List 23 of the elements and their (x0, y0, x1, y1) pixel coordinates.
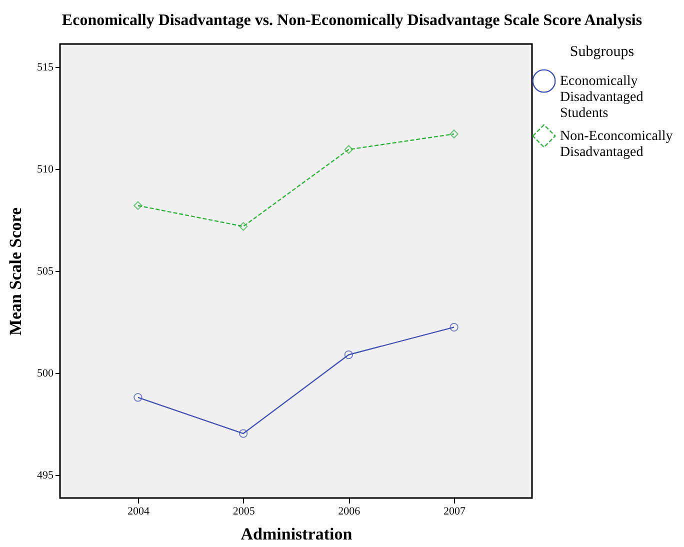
y-tick-label: 495 (37, 469, 54, 482)
y-axis-title: Mean Scale Score (6, 207, 25, 336)
x-tick-label: 2007 (444, 506, 466, 518)
y-tick-label: 510 (37, 163, 54, 176)
legend-label: Non-Econcomically Disadvantaged (560, 129, 673, 160)
point (450, 130, 458, 138)
point (238, 429, 248, 438)
point (344, 145, 354, 154)
y-tick-label: 515 (37, 61, 54, 74)
point (450, 322, 458, 332)
y-tick-label: 505 (37, 265, 54, 278)
x-axis-title: Administration (240, 524, 353, 544)
y-tick-label: 500 (37, 367, 54, 380)
legend-label: Economically Disadvantaged Students (560, 74, 644, 121)
legend-title: Subgroups (570, 44, 634, 60)
chart-title: Economically Disadvantage vs. Non-Economically Disadvantage Scale Score Analysis (62, 12, 642, 29)
point (134, 393, 142, 402)
x-tick-label: 2006 (338, 506, 361, 518)
point (238, 222, 248, 231)
x-tick-label: 2005 (232, 506, 256, 518)
point (134, 201, 142, 210)
point (344, 350, 354, 360)
x-tick-label: 2004 (127, 506, 150, 518)
